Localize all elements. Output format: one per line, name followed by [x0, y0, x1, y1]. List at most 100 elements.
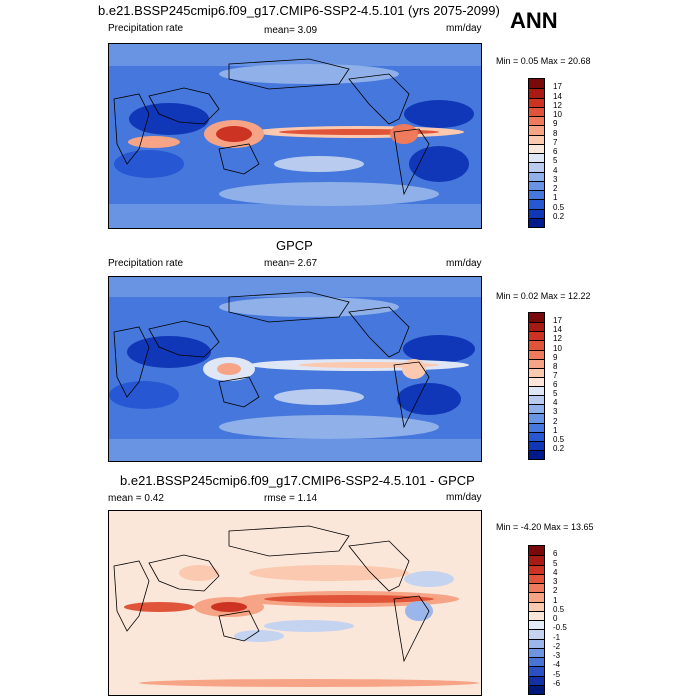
- colorbar-swatch: [529, 331, 544, 341]
- colorbar-swatch: [529, 564, 544, 574]
- colorbar-tick-label: 3: [553, 577, 558, 586]
- panel3-minmax: Min = -4.20 Max = 13.65: [496, 522, 594, 532]
- panel2-title: GPCP: [276, 238, 313, 253]
- colorbar-tick-label: 6: [553, 549, 558, 559]
- colorbar-tick-label: 0.5: [553, 202, 565, 212]
- colorbar-tick-label: 1: [553, 595, 558, 605]
- colorbar-tick-label: 10: [553, 110, 562, 119]
- panel1-colorbar: [528, 78, 545, 228]
- colorbar-swatch: [529, 413, 544, 423]
- colorbar-swatch: [529, 143, 544, 153]
- colorbar-tick-label: 1: [553, 425, 558, 435]
- colorbar-tick-label: 2: [553, 416, 558, 426]
- colorbar-swatch: [529, 440, 544, 450]
- colorbar-tick-label: 17: [553, 82, 562, 92]
- colorbar-swatch: [529, 79, 544, 89]
- colorbar-tick-label: -0.5: [553, 623, 567, 633]
- colorbar-swatch: [529, 217, 544, 227]
- colorbar-swatch: [529, 610, 544, 620]
- colorbar-tick-label: 9: [553, 352, 558, 362]
- panel1-mean-label: mean= 3.09: [264, 25, 318, 36]
- colorbar-swatch: [529, 358, 544, 368]
- colorbar-swatch: [529, 97, 544, 107]
- colorbar-swatch: [529, 208, 544, 218]
- main-title: b.e21.BSSP245cmip6.f09_g17.CMIP6-SSP2-4.…: [98, 3, 500, 18]
- season-label: ANN: [510, 8, 558, 33]
- colorbar-swatch: [529, 88, 544, 98]
- panel3-colorbar: [528, 545, 545, 695]
- panel3-rmse-label: rmse = 1.14: [264, 493, 318, 504]
- colorbar-swatch: [529, 313, 544, 323]
- colorbar-swatch: [529, 684, 544, 694]
- colorbar-tick-label: 9: [553, 119, 558, 129]
- colorbar-swatch: [529, 629, 544, 639]
- colorbar-tick-label: 14: [553, 91, 562, 101]
- colorbar-swatch: [529, 675, 544, 685]
- colorbar-swatch: [529, 666, 544, 676]
- colorbar-swatch: [529, 322, 544, 332]
- colorbar-tick-label: 0.2: [553, 443, 565, 453]
- colorbar-tick-label: 0.2: [553, 211, 565, 221]
- colorbar-swatch: [529, 657, 544, 667]
- colorbar-swatch: [529, 404, 544, 414]
- colorbar-tick-label: 3: [553, 174, 558, 184]
- colorbar-tick-label: 12: [553, 334, 562, 344]
- colorbar-tick-label: 17: [553, 316, 562, 326]
- colorbar-swatch: [529, 592, 544, 602]
- colorbar-tick-label: 5: [553, 389, 558, 399]
- colorbar-swatch: [529, 638, 544, 648]
- colorbar-swatch: [529, 620, 544, 630]
- colorbar-tick-label: 5: [553, 156, 558, 166]
- colorbar-tick-label: 0: [553, 614, 558, 623]
- colorbar-swatch: [529, 153, 544, 163]
- colorbar-tick-label: 1: [553, 193, 558, 203]
- colorbar-swatch: [529, 376, 544, 386]
- colorbar-swatch: [529, 349, 544, 359]
- colorbar-swatch: [529, 647, 544, 657]
- colorbar-swatch: [529, 395, 544, 405]
- colorbar-swatch: [529, 199, 544, 209]
- colorbar-swatch: [529, 555, 544, 565]
- colorbar-swatch: [529, 367, 544, 377]
- colorbar-tick-label: 0.5: [553, 604, 565, 614]
- colorbar-swatch: [529, 573, 544, 583]
- panel3-map: [108, 510, 482, 696]
- panel2-mean-label: mean= 2.67: [264, 258, 318, 269]
- colorbar-swatch: [529, 449, 544, 459]
- colorbar-tick-label: -6: [553, 678, 561, 688]
- colorbar-swatch: [529, 190, 544, 200]
- colorbar-swatch: [529, 601, 544, 611]
- colorbar-tick-label: 0.5: [553, 434, 565, 444]
- panel1-units-label: mm/day: [446, 23, 482, 34]
- colorbar-tick-label: 4: [553, 567, 558, 577]
- colorbar-tick-label: 4: [553, 165, 558, 175]
- colorbar-tick-label: 8: [553, 128, 558, 138]
- colorbar-tick-label: 5: [553, 558, 558, 568]
- panel3-units-label: mm/day: [446, 492, 482, 503]
- panel3-mean-label: mean = 0.42: [108, 493, 164, 504]
- colorbar-tick-label: 3: [553, 407, 558, 417]
- colorbar-tick-label: -4: [553, 660, 561, 670]
- colorbar-tick-label: 14: [553, 325, 562, 335]
- colorbar-tick-label: 10: [553, 343, 562, 353]
- colorbar-tick-label: 6: [553, 147, 558, 156]
- colorbar-swatch: [529, 134, 544, 144]
- colorbar-swatch: [529, 162, 544, 172]
- colorbar-tick-label: 7: [553, 137, 558, 147]
- panel2-variable-label: Precipitation rate: [108, 258, 184, 269]
- colorbar-swatch: [529, 171, 544, 181]
- colorbar-tick-label: 2: [553, 184, 558, 193]
- colorbar-swatch: [529, 340, 544, 350]
- colorbar-swatch: [529, 431, 544, 441]
- colorbar-swatch: [529, 125, 544, 135]
- colorbar-swatch: [529, 386, 544, 396]
- colorbar-tick-label: 8: [553, 361, 558, 371]
- panel2-colorbar: [528, 312, 545, 460]
- colorbar-swatch: [529, 116, 544, 126]
- panel2-units-label: mm/day: [446, 258, 482, 269]
- panel1-map: [108, 43, 482, 229]
- colorbar-tick-label: -5: [553, 669, 561, 679]
- colorbar-swatch: [529, 180, 544, 190]
- colorbar-tick-label: -2: [553, 641, 561, 651]
- colorbar-tick-label: -1: [553, 632, 561, 642]
